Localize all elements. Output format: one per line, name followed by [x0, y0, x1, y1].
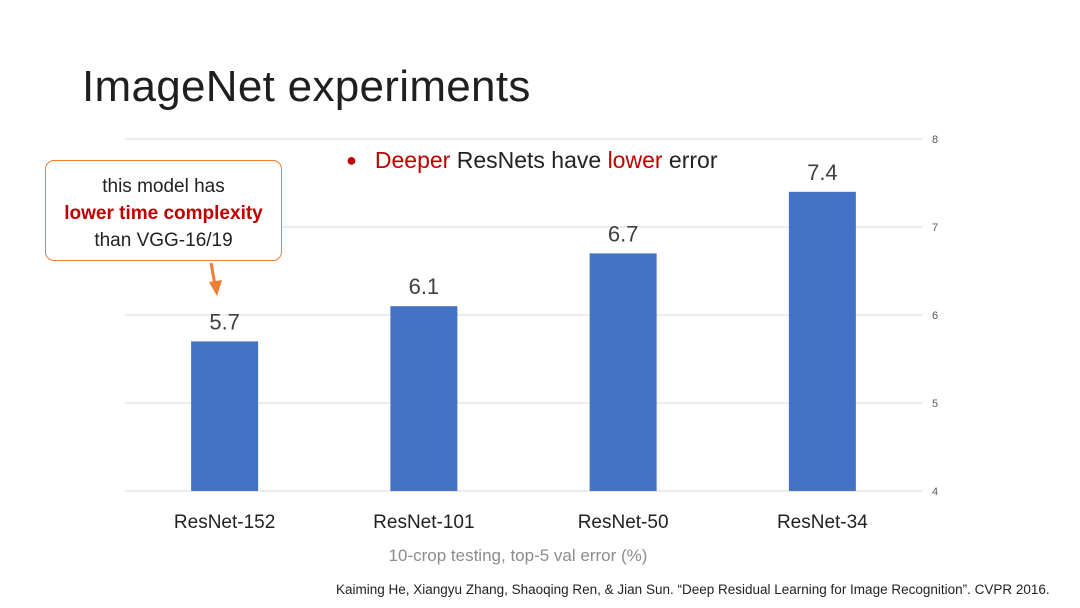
- data-label: 6.7: [608, 221, 639, 246]
- data-label: 5.7: [209, 309, 240, 334]
- bar-resnet-34: [788, 191, 856, 492]
- y-tick-label: 6: [932, 310, 938, 322]
- data-label: 6.1: [409, 274, 440, 299]
- citation: Kaiming He, Xiangyu Zhang, Shaoqing Ren,…: [336, 582, 1050, 597]
- bullet-dot-icon: ●: [346, 150, 357, 170]
- bullet-text-deeper: Deeper: [374, 147, 451, 173]
- category-label: ResNet-50: [578, 512, 669, 533]
- bullet-text-error: error: [662, 147, 718, 173]
- category-label: ResNet-152: [174, 512, 275, 533]
- bar-resnet-101: [390, 306, 458, 491]
- bullet-text-resnets-have: ResNets have: [450, 147, 608, 173]
- callout-line-1: this model has: [102, 176, 225, 197]
- slide-title: ImageNet experiments: [82, 62, 531, 111]
- bullet-point: ● Deeper ResNets have lower error: [346, 147, 717, 174]
- category-label: ResNet-101: [373, 512, 474, 533]
- bar-resnet-152: [191, 341, 259, 491]
- callout-line-3: than VGG-16/19: [94, 230, 233, 251]
- category-label: ResNet-34: [777, 512, 868, 533]
- data-label: 7.4: [807, 160, 838, 185]
- y-tick-label: 5: [932, 398, 938, 410]
- bar-resnet-50: [589, 253, 657, 491]
- callout-line-2: lower time complexity: [64, 203, 263, 224]
- y-tick-label: 8: [932, 134, 938, 146]
- callout-box: this model has lower time complexity tha…: [45, 160, 282, 261]
- bullet-text-lower: lower: [607, 147, 663, 173]
- y-tick-label: 4: [932, 486, 938, 498]
- y-tick-label: 7: [932, 222, 938, 234]
- x-axis-label: 10-crop testing, top-5 val error (%): [389, 546, 648, 565]
